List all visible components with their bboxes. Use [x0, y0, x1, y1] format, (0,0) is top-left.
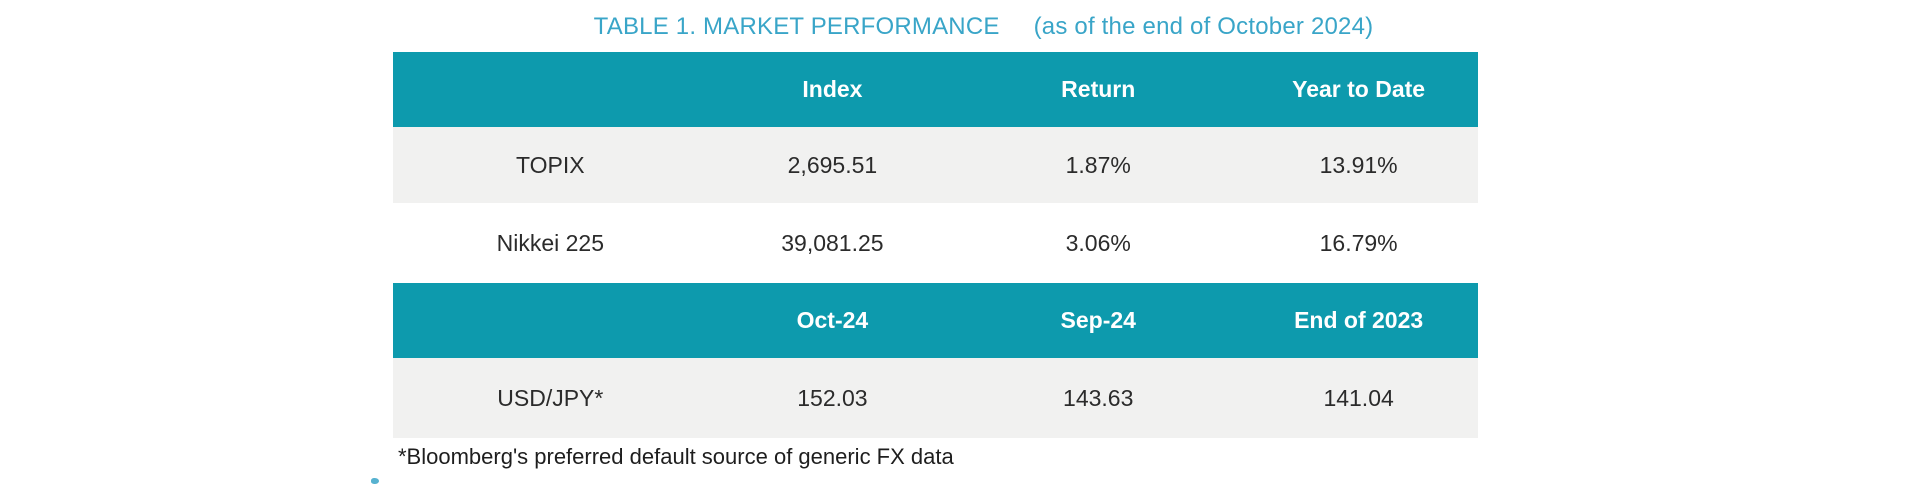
cell-oct-24-value: 152.03 [797, 384, 868, 411]
header-cell-sep-24: Sep-24 [1060, 307, 1136, 333]
header-cell-blank [393, 52, 708, 127]
table-row-nikkei: Nikkei 225 39,081.25 3.06% 16.79% [393, 203, 1478, 283]
cell-return-value: 1.87% [1065, 151, 1131, 178]
cell-end-2023-value: 141.04 [1323, 384, 1394, 411]
market-performance-table: Index Return Year to Date TOPIX 2,695.51… [393, 52, 1478, 438]
cell-return-value: 3.06% [1065, 229, 1131, 256]
header-row-fx-dates: Oct-24 Sep-24 End of 2023 [393, 283, 1478, 358]
row-label: TOPIX [516, 151, 585, 178]
header-cell-return: Return [1061, 76, 1136, 102]
footnote: *Bloomberg's preferred default source of… [398, 444, 954, 469]
header-row-indices: Index Return Year to Date [393, 52, 1478, 127]
row-label: Nikkei 225 [496, 229, 605, 256]
header-cell-index: Index [802, 76, 863, 102]
header-cell-end-of-2023: End of 2023 [1294, 307, 1424, 333]
row-label: USD/JPY* [497, 384, 604, 411]
cell-sep-24-value: 143.63 [1063, 384, 1134, 411]
cell-index-value: 39,081.25 [781, 229, 884, 256]
table-title-subtitle: (as of the end of October 2024) [1033, 13, 1374, 40]
header-cell-year-to-date: Year to Date [1292, 76, 1426, 102]
cropped-glyph-fragment [371, 478, 379, 484]
table-title-main: TABLE 1. MARKET PERFORMANCE [593, 13, 1000, 40]
table-title: TABLE 1. MARKET PERFORMANCE (as of the en… [393, 13, 1478, 41]
table-row-usdjpy: USD/JPY* 152.03 143.63 141.04 [393, 358, 1478, 438]
cell-ytd-value: 16.79% [1319, 229, 1398, 256]
table-row-topix: TOPIX 2,695.51 1.87% 13.91% [393, 127, 1478, 203]
header-cell-blank [393, 283, 708, 358]
cell-ytd-value: 13.91% [1319, 151, 1398, 178]
header-cell-oct-24: Oct-24 [796, 307, 869, 333]
cell-index-value: 2,695.51 [787, 151, 878, 178]
